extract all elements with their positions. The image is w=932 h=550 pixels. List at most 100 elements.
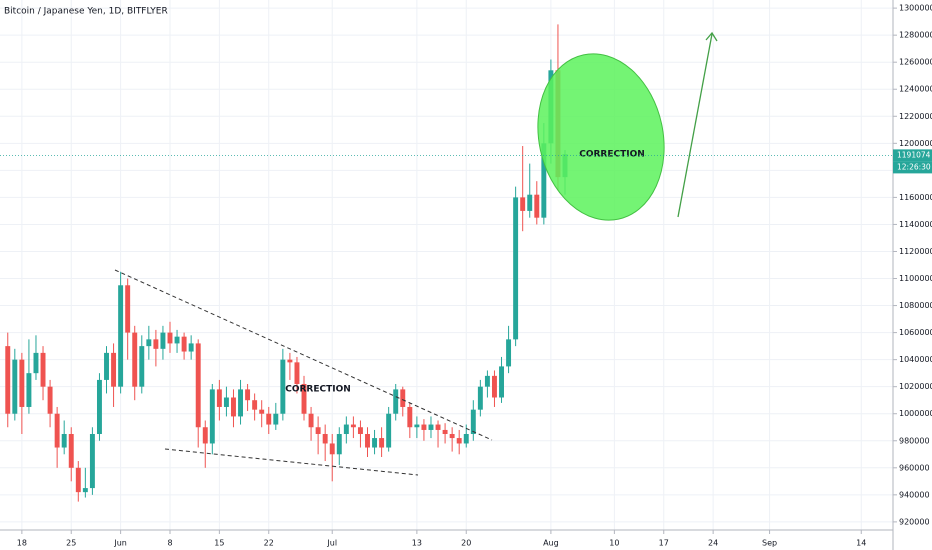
candle-body xyxy=(449,434,455,439)
y-tick-label: 1220000 xyxy=(899,112,932,121)
x-tick-label: 24 xyxy=(708,539,718,548)
candles xyxy=(5,24,568,502)
candle-body xyxy=(372,438,378,448)
x-tick-label: Sep xyxy=(762,539,777,548)
candle-body xyxy=(400,389,406,407)
candle-body xyxy=(146,339,152,347)
y-tick-label: 1040000 xyxy=(899,355,932,364)
annotation: CORRECTION xyxy=(579,150,645,160)
candle-body xyxy=(315,427,321,435)
candle-body xyxy=(365,434,370,448)
candle-body xyxy=(350,424,356,428)
candle-body xyxy=(132,332,138,387)
candle-body xyxy=(442,429,448,435)
candle-body xyxy=(541,143,547,218)
candle-body xyxy=(259,409,265,414)
candle-body xyxy=(329,443,335,455)
trend-line xyxy=(164,448,419,476)
candle-body xyxy=(421,424,427,430)
candle-body xyxy=(287,359,293,363)
x-tick-label: Jun xyxy=(113,539,127,548)
candle-body xyxy=(195,343,201,428)
candle-body xyxy=(428,424,434,430)
candle-body xyxy=(520,197,526,211)
candle-body xyxy=(54,413,60,448)
candle-body xyxy=(111,352,117,387)
candle-body xyxy=(322,434,328,444)
chart-title: Bitcoin / Japanese Yen, 1D, BITFLYER xyxy=(4,7,168,17)
candle-body xyxy=(435,424,441,430)
x-tick-label: 15 xyxy=(214,539,224,548)
candle-body xyxy=(414,424,420,428)
y-tick-label: 1300000 xyxy=(899,4,932,13)
highlight-ellipse xyxy=(537,53,665,221)
candle-body xyxy=(209,389,215,444)
y-tick-label: 1260000 xyxy=(899,58,932,67)
candle-body xyxy=(89,434,95,489)
y-tick-label: 1120000 xyxy=(899,247,932,256)
candle-body xyxy=(40,352,46,387)
candle-body xyxy=(513,197,519,340)
candle-body xyxy=(12,359,18,414)
x-tick-label: 10 xyxy=(609,539,619,548)
last-price-label: 1191074 xyxy=(897,150,931,159)
candle-body xyxy=(393,389,399,414)
candle-body xyxy=(386,413,392,448)
candle-body xyxy=(357,427,363,435)
candle-body xyxy=(153,339,159,349)
candle-body xyxy=(477,386,483,410)
last-price-box xyxy=(893,149,932,162)
y-tick-label: 1100000 xyxy=(899,274,932,283)
y-tick-label: 1020000 xyxy=(899,382,932,391)
x-tick-label: 17 xyxy=(659,539,669,548)
countdown-label: 12:26:30 xyxy=(897,162,931,171)
candle-body xyxy=(273,413,279,425)
y-tick-label: 1140000 xyxy=(899,220,932,229)
candle-body xyxy=(160,332,166,349)
candle-body xyxy=(266,413,272,425)
candle-body xyxy=(167,332,173,344)
x-tick-label: Jul xyxy=(326,539,337,548)
candle-body xyxy=(506,339,512,367)
y-tick-label: 940000 xyxy=(899,490,930,499)
x-tick-label: 14 xyxy=(856,539,866,548)
y-tick-label: 1240000 xyxy=(899,85,932,94)
annotation: CORRECTION xyxy=(285,385,351,395)
candle-body xyxy=(343,424,349,435)
candle-body xyxy=(527,194,533,211)
candle-body xyxy=(252,400,258,410)
candle-body xyxy=(336,434,342,455)
candle-body xyxy=(216,389,222,407)
candle-body xyxy=(484,375,490,387)
candle-body xyxy=(534,194,540,218)
y-tick-label: 1280000 xyxy=(899,31,932,40)
candle-body xyxy=(33,352,39,374)
candle-body xyxy=(301,383,307,414)
y-tick-label: 1080000 xyxy=(899,301,932,310)
candle-body xyxy=(19,359,25,407)
x-tick-label: 8 xyxy=(167,539,172,548)
trend-line xyxy=(114,269,493,441)
candle-body xyxy=(499,366,504,398)
candle-body xyxy=(188,343,194,352)
candle-body xyxy=(96,379,102,435)
x-tick-label: Aug xyxy=(543,539,559,548)
candle-body xyxy=(26,373,32,407)
candle-body xyxy=(223,397,229,407)
y-tick-label: 960000 xyxy=(899,463,930,472)
y-tick-label: 920000 xyxy=(899,517,930,526)
candle-body xyxy=(202,427,208,444)
x-tick-label: 22 xyxy=(264,539,274,548)
candle-body xyxy=(456,438,462,444)
candle-body xyxy=(231,397,236,417)
candle-body xyxy=(82,488,88,493)
candle-body xyxy=(245,389,251,401)
x-tick-label: 20 xyxy=(461,539,471,548)
x-tick-label: 18 xyxy=(17,539,27,548)
candle-body xyxy=(181,336,187,352)
candle-body xyxy=(5,346,11,414)
candle-body xyxy=(139,346,145,387)
y-tick-label: 1160000 xyxy=(899,193,932,202)
